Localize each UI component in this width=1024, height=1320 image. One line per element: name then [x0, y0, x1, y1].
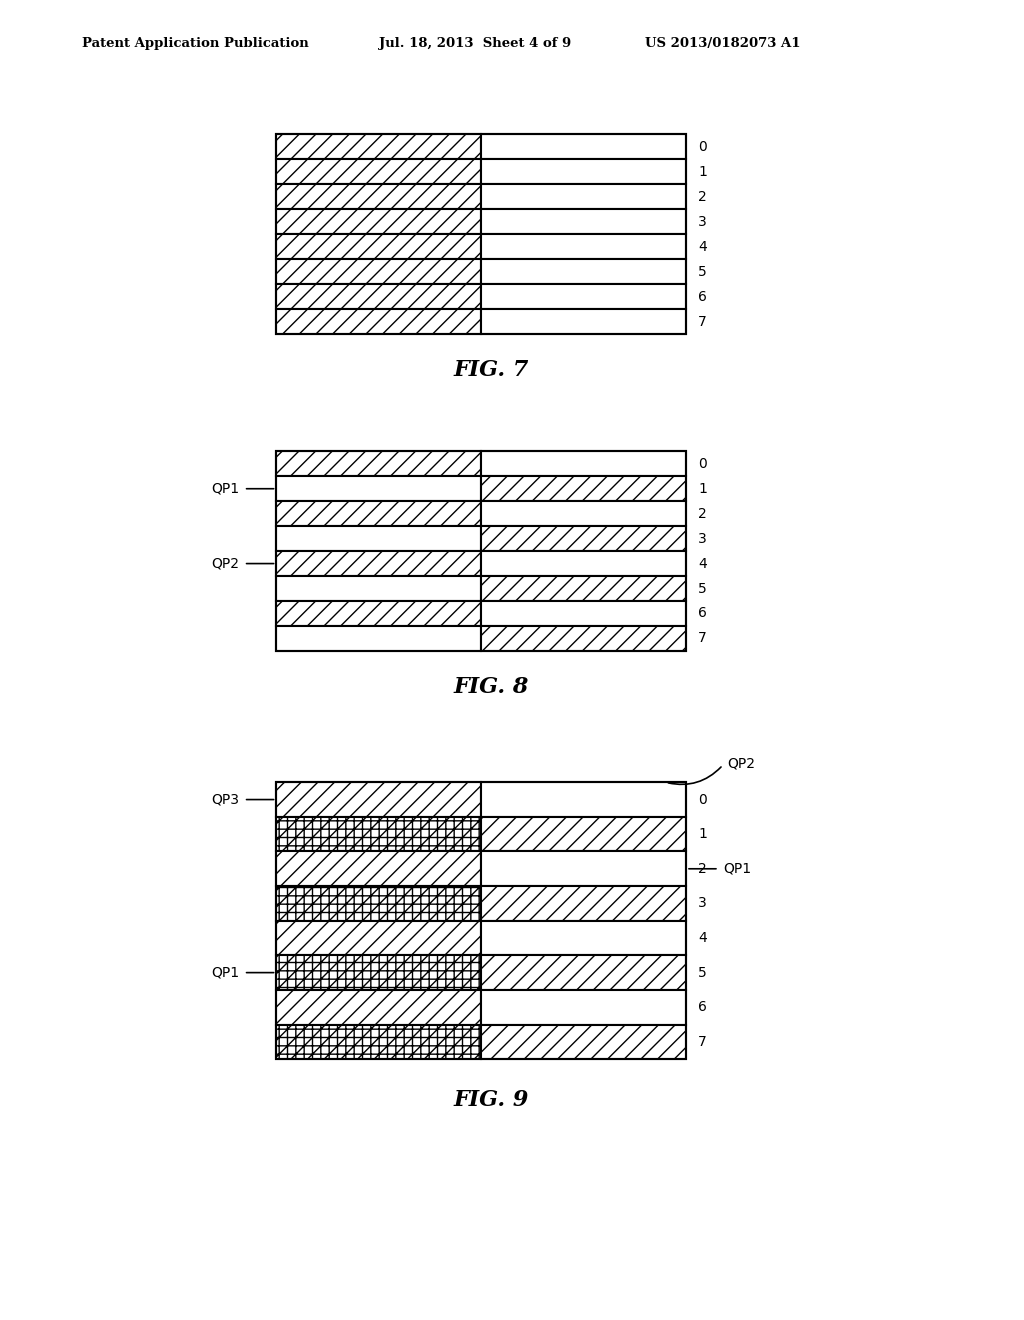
Text: 2: 2 [698, 507, 708, 520]
Bar [276, 886, 481, 921]
Text: Patent Application Publication: Patent Application Publication [82, 37, 308, 50]
Text: QP3: QP3 [212, 792, 240, 807]
Bar [276, 783, 686, 1059]
Bar [481, 210, 686, 235]
Bar [481, 851, 686, 886]
Text: QP1: QP1 [212, 966, 240, 979]
Text: US 2013/0182073 A1: US 2013/0182073 A1 [645, 37, 801, 50]
Text: QP1: QP1 [212, 482, 240, 496]
Bar [481, 956, 686, 990]
Bar [276, 451, 481, 477]
Text: 7: 7 [698, 631, 708, 645]
Text: 1: 1 [698, 482, 708, 496]
Bar [481, 185, 686, 210]
Bar [276, 576, 481, 601]
Bar [276, 601, 481, 626]
Text: QP1: QP1 [723, 862, 751, 875]
Text: Jul. 18, 2013  Sheet 4 of 9: Jul. 18, 2013 Sheet 4 of 9 [379, 37, 571, 50]
Bar [481, 626, 686, 651]
Bar [481, 235, 686, 259]
Bar [481, 309, 686, 334]
Text: 3: 3 [698, 896, 708, 911]
Bar [276, 783, 481, 817]
Bar [481, 552, 686, 576]
Bar [481, 284, 686, 309]
Bar [276, 502, 481, 527]
Text: FIG. 7: FIG. 7 [454, 359, 529, 381]
Text: 6: 6 [698, 1001, 708, 1014]
Text: 7: 7 [698, 1035, 708, 1049]
Text: 3: 3 [698, 532, 708, 545]
Bar [276, 527, 481, 552]
Text: 4: 4 [698, 931, 708, 945]
Bar [276, 185, 481, 210]
Bar [276, 210, 481, 235]
Bar [276, 921, 481, 956]
Bar [481, 259, 686, 284]
Text: 1: 1 [698, 828, 708, 841]
Bar [276, 956, 481, 990]
Bar [276, 451, 686, 651]
Bar [276, 160, 481, 185]
Bar [276, 990, 481, 1024]
Text: 0: 0 [698, 140, 708, 154]
Bar [276, 851, 481, 886]
Bar [481, 502, 686, 527]
Text: 5: 5 [698, 966, 708, 979]
Bar [481, 451, 686, 477]
Bar [481, 477, 686, 502]
Text: 3: 3 [698, 215, 708, 228]
Bar [481, 576, 686, 601]
Bar [481, 527, 686, 552]
Text: 0: 0 [698, 792, 708, 807]
Text: 2: 2 [698, 190, 708, 203]
Bar [481, 921, 686, 956]
Text: 6: 6 [698, 289, 708, 304]
Text: 4: 4 [698, 240, 708, 253]
Text: 0: 0 [698, 457, 708, 471]
Bar [481, 135, 686, 160]
Bar [276, 284, 481, 309]
Text: 5: 5 [698, 265, 708, 279]
Bar [276, 235, 481, 259]
Text: 6: 6 [698, 606, 708, 620]
Bar [481, 1024, 686, 1059]
Text: FIG. 9: FIG. 9 [454, 1089, 529, 1111]
Text: QP2: QP2 [212, 557, 240, 570]
Text: 7: 7 [698, 314, 708, 329]
Bar [276, 135, 481, 160]
Text: 4: 4 [698, 557, 708, 570]
Bar [481, 601, 686, 626]
Bar [276, 817, 481, 851]
Bar [481, 783, 686, 817]
Bar [481, 817, 686, 851]
Bar [481, 160, 686, 185]
Bar [276, 135, 686, 334]
Bar [276, 309, 481, 334]
Bar [276, 626, 481, 651]
Bar [276, 259, 481, 284]
Bar [276, 477, 481, 502]
Text: 5: 5 [698, 582, 708, 595]
Bar [276, 1024, 481, 1059]
Text: FIG. 8: FIG. 8 [454, 676, 529, 698]
Text: QP2: QP2 [727, 756, 755, 771]
Text: 1: 1 [698, 165, 708, 180]
Bar [481, 990, 686, 1024]
Text: 2: 2 [698, 862, 708, 875]
Bar [481, 886, 686, 921]
Bar [276, 552, 481, 576]
